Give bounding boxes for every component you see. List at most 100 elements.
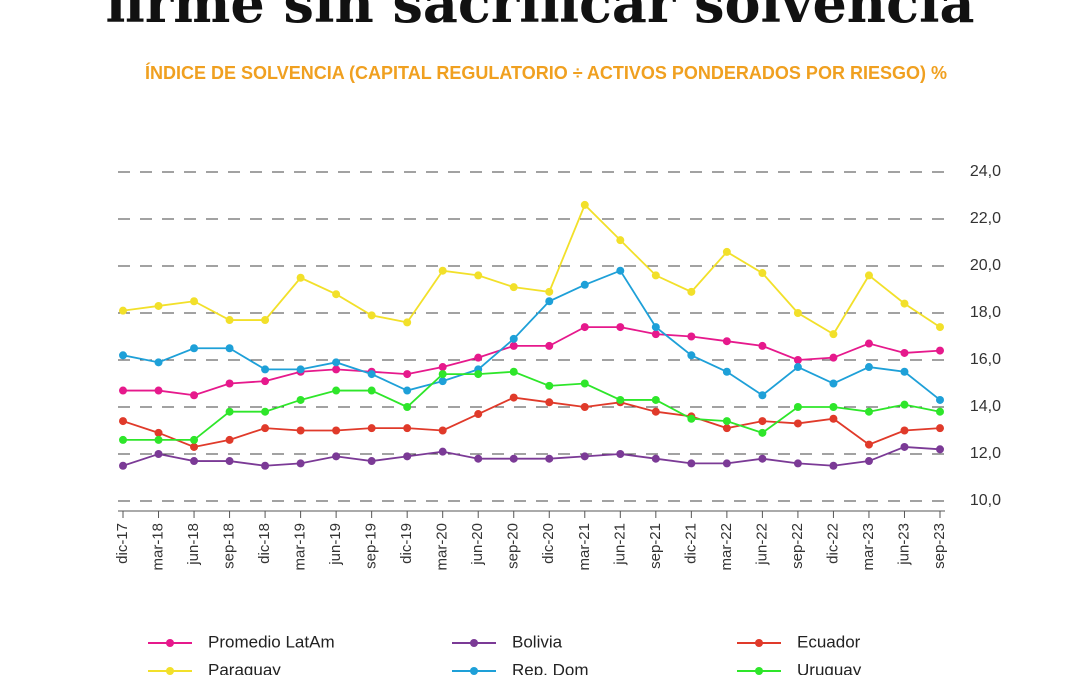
point [119, 351, 127, 360]
y-tick-label: 10,0 [970, 492, 1001, 509]
point [261, 407, 270, 416]
point [651, 323, 660, 332]
point [154, 435, 163, 444]
point [545, 287, 554, 296]
point [936, 346, 944, 355]
point [190, 297, 199, 306]
point [580, 379, 589, 388]
point [332, 452, 341, 461]
point [474, 454, 483, 463]
x-tick-label: sep-20 [505, 523, 522, 569]
point [758, 454, 767, 463]
point [687, 414, 696, 423]
point [864, 271, 873, 280]
point [438, 363, 447, 372]
point [545, 454, 554, 463]
point [190, 457, 199, 466]
point [829, 461, 838, 470]
point [722, 367, 731, 376]
point [580, 200, 589, 209]
point [367, 370, 376, 379]
point [332, 358, 341, 367]
point [190, 442, 199, 451]
point [580, 452, 589, 461]
point [936, 323, 944, 332]
legend-dot [755, 667, 763, 675]
point [403, 424, 412, 433]
point [758, 428, 767, 437]
point [758, 391, 767, 400]
point [438, 377, 447, 386]
point [296, 365, 305, 374]
point [367, 386, 376, 395]
point [154, 386, 163, 395]
point [936, 407, 944, 416]
point [864, 457, 873, 466]
point [900, 367, 909, 376]
point [722, 337, 731, 346]
legend-dot [470, 667, 478, 675]
point [154, 450, 163, 458]
point [119, 417, 127, 426]
x-tick-label: jun-19 [327, 523, 344, 566]
x-tick-label: dic-22 [824, 523, 841, 564]
point [367, 424, 376, 433]
point [616, 236, 625, 245]
point [829, 379, 838, 388]
point [225, 407, 234, 416]
point [616, 323, 625, 332]
point [545, 297, 554, 306]
point [793, 459, 802, 468]
legend-dot [470, 639, 478, 647]
point [367, 311, 376, 320]
point [687, 332, 696, 341]
x-tick-label: jun-21 [611, 523, 628, 566]
y-tick-label: 16,0 [970, 351, 1001, 368]
point [438, 447, 447, 456]
x-tick-label: dic-19 [398, 523, 415, 564]
chart-title: firme sin sacrificar solvencia [106, 0, 975, 35]
x-tick-label: mar-23 [860, 523, 877, 571]
point [864, 339, 873, 348]
point [829, 414, 838, 423]
point [722, 247, 731, 256]
point [864, 407, 873, 416]
y-tick-label: 20,0 [970, 257, 1001, 274]
point [651, 271, 660, 280]
point [261, 424, 270, 433]
point [900, 299, 909, 308]
point [900, 426, 909, 435]
point [651, 454, 660, 463]
point [438, 426, 447, 435]
point [509, 283, 518, 292]
point [509, 334, 518, 343]
point [119, 435, 127, 444]
point [793, 309, 802, 317]
point [296, 273, 305, 282]
y-tick-label: 12,0 [970, 445, 1001, 462]
x-tick-label: mar-18 [149, 523, 166, 571]
point [758, 341, 767, 350]
x-tick-label: mar-22 [718, 523, 735, 571]
point [509, 341, 518, 350]
point [190, 344, 199, 353]
point [509, 367, 518, 376]
point [403, 318, 412, 327]
point [651, 330, 660, 339]
point [332, 386, 341, 395]
legend-dot [166, 639, 174, 647]
legend-label: Promedio LatAm [208, 632, 335, 651]
point [474, 410, 483, 419]
x-tick-label: jun-23 [895, 523, 912, 566]
point [261, 377, 270, 386]
point [225, 316, 234, 325]
series-line [122, 446, 941, 467]
point [580, 280, 589, 289]
point [225, 457, 234, 466]
x-tick-label: jun-22 [753, 523, 770, 566]
x-tick-label: sep-19 [363, 523, 380, 569]
x-tick-label: sep-21 [647, 523, 664, 569]
point [403, 403, 412, 411]
point [225, 379, 234, 388]
